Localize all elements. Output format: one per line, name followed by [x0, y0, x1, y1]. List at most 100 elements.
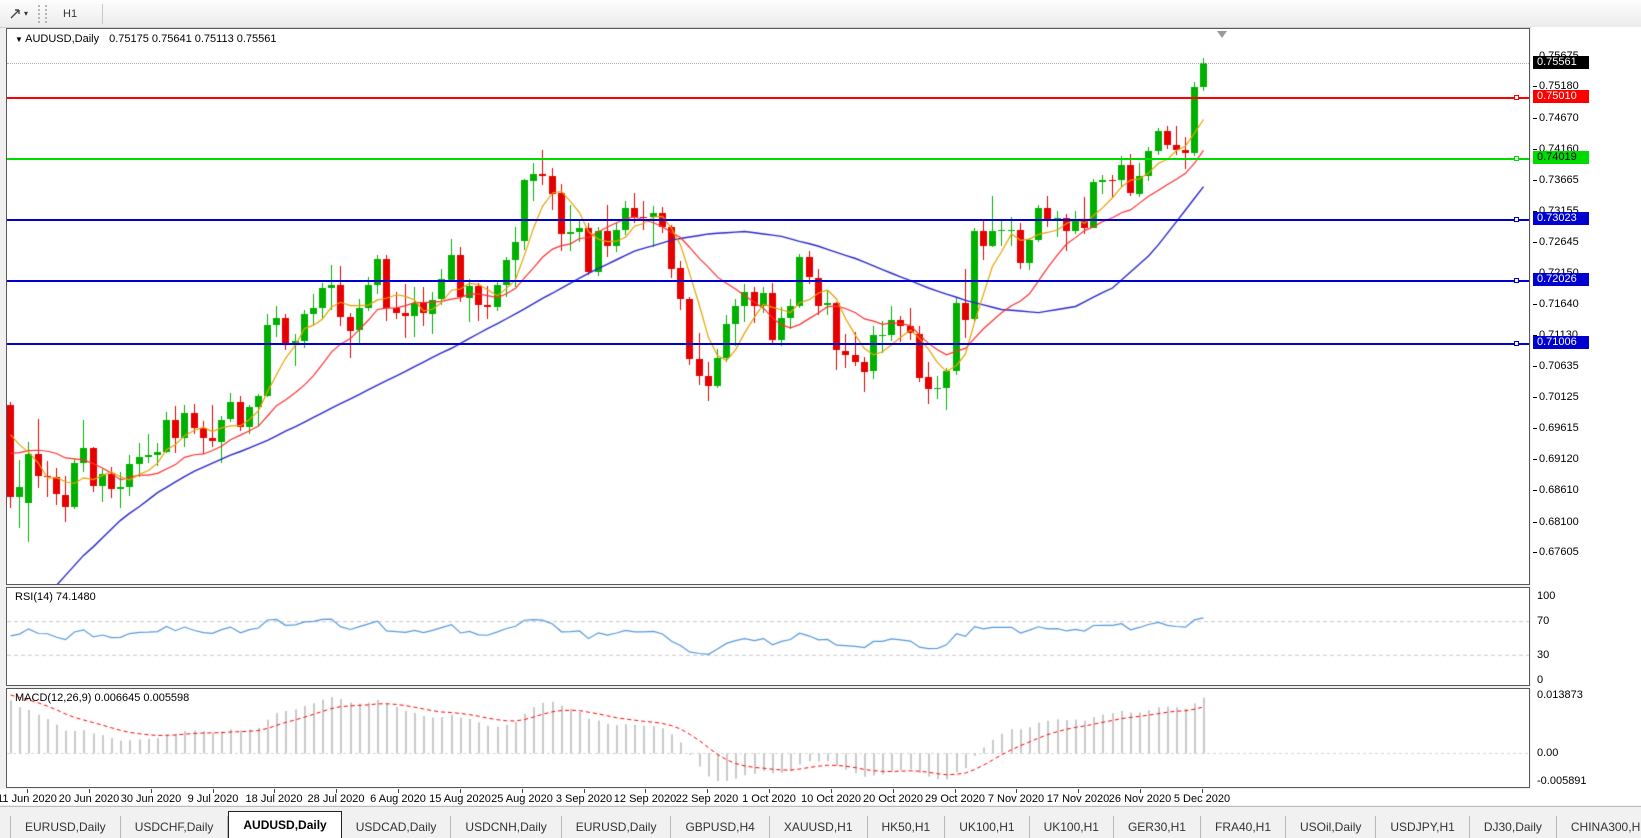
rsi-panel: RSI(14) 74.1480 — [6, 587, 1530, 686]
chart-tab-fra40-h1-12[interactable]: FRA40,H1 — [1201, 816, 1287, 838]
time-tick — [27, 789, 28, 793]
time-tick — [1078, 789, 1079, 793]
chart-tab-usoil-daily-13[interactable]: USOil,Daily — [1286, 816, 1377, 838]
axis-tick-label: 0.69120 — [1533, 453, 1579, 465]
line-handle[interactable] — [1514, 278, 1519, 283]
time-tick — [460, 789, 461, 793]
symbol-dropdown-icon[interactable]: ▼ — [15, 35, 26, 44]
macd-canvas[interactable] — [7, 689, 1529, 787]
axis-tick-label: 0.71640 — [1533, 298, 1579, 310]
line-handle[interactable] — [1514, 95, 1519, 100]
time-tick — [893, 789, 894, 793]
time-tick — [522, 789, 523, 793]
chart-tab-hk50-h1-8[interactable]: HK50,H1 — [868, 816, 946, 838]
axis-tick-label: 30 — [1537, 649, 1550, 661]
chart-tab-usdcnh-daily-4[interactable]: USDCNH,Daily — [451, 816, 562, 838]
horizontal-line-0.71006[interactable] — [7, 343, 1529, 345]
axis-tick-label: 0.72645 — [1533, 236, 1579, 248]
ohlc-values: 0.75175 0.75641 0.75113 0.75561 — [109, 33, 277, 45]
chart-tab-uk100-h1-10[interactable]: UK100,H1 — [1030, 816, 1114, 838]
axis-tick-label: 0.013873 — [1537, 689, 1583, 701]
chart-tab-audusd-daily-2[interactable]: AUDUSD,Daily — [228, 811, 342, 838]
line-handle[interactable] — [1514, 341, 1519, 346]
date-tick-label: 20 Jun 2020 — [58, 793, 120, 805]
date-tick-label: 26 Nov 2020 — [1108, 793, 1172, 805]
chart-tab-uk100-h1-9[interactable]: UK100,H1 — [945, 816, 1030, 838]
date-tick-label: 10 Oct 2020 — [801, 793, 861, 805]
price-line-badge-0.75010: 0.75010 — [1533, 90, 1589, 103]
chart-tab-usdchf-daily-1[interactable]: USDCHF,Daily — [121, 816, 229, 838]
axis-tick-label: 0 — [1537, 674, 1544, 686]
date-tick-label: 28 Jul 2020 — [307, 793, 365, 805]
toolbar: ▾ M1M5M15M30H1H4D1W1MN — [0, 0, 1641, 100]
chart-tab-eurusd-daily-5[interactable]: EURUSD,Daily — [562, 816, 672, 838]
axis-tick-label: 0.73665 — [1533, 174, 1579, 186]
horizontal-line-0.74019[interactable] — [7, 158, 1529, 160]
date-tick-label: 3 Sep 2020 — [555, 793, 613, 805]
axis-tick-label: 0.70125 — [1533, 391, 1579, 403]
date-tick-label: 17 Nov 2020 — [1046, 793, 1110, 805]
price-line-badge-0.71006: 0.71006 — [1533, 336, 1589, 349]
rsi-canvas[interactable] — [7, 588, 1529, 685]
toolbar-separator — [102, 3, 104, 24]
date-tick-label: 7 Nov 2020 — [987, 793, 1045, 805]
chart-tab-eurusd-daily-0[interactable]: EURUSD,Daily — [10, 816, 121, 838]
axis-tick-label: 70 — [1537, 615, 1550, 627]
time-tick — [398, 789, 399, 793]
macd-label: MACD(12,26,9) 0.006645 0.005598 — [15, 692, 190, 704]
cursor-tool-button[interactable]: ▾ — [4, 5, 32, 23]
axis-tick-label: 0.68610 — [1533, 484, 1579, 496]
chart-tab-xauusd-h1-7[interactable]: XAUUSD,H1 — [770, 816, 868, 838]
date-tick-label: 5 Dec 2020 — [1173, 793, 1231, 805]
horizontal-line-0.73023[interactable] — [7, 219, 1529, 221]
price-line-badge-0.73023: 0.73023 — [1533, 212, 1589, 225]
time-tick — [1016, 789, 1017, 793]
time-axis[interactable]: 11 Jun 2020 20 Jun 2020 30 Jun 2020 9 Jul 2… — [0, 789, 1641, 805]
axis-tick-label: 0.69615 — [1533, 422, 1579, 434]
horizontal-line-0.72026[interactable] — [7, 280, 1529, 282]
price-chart-panel: ▼ AUDUSD,Daily 0.75175 0.75641 0.75113 0.… — [6, 28, 1530, 585]
axis-tick-label: -0.005891 — [1537, 775, 1587, 787]
date-tick-label: 20 Oct 2020 — [863, 793, 923, 805]
axis-tick-label: 0.67605 — [1533, 546, 1579, 558]
time-tick — [707, 789, 708, 793]
axis-tick-label: 0.75180 — [1533, 80, 1579, 92]
time-tick — [955, 789, 956, 793]
toolbar-grip[interactable] — [38, 4, 48, 23]
date-tick-label: 29 Oct 2020 — [925, 793, 985, 805]
current-price-line — [7, 63, 1529, 64]
chart-title: ▼ AUDUSD,Daily 0.75175 0.75641 0.75113 0.… — [15, 33, 277, 45]
axis-tick-label: 0.68100 — [1533, 516, 1579, 528]
chart-tab-usdcad-daily-3[interactable]: USDCAD,Daily — [342, 816, 452, 838]
axis-tick-label: 100 — [1537, 590, 1556, 602]
chart-tab-ger30-h1-11[interactable]: GER30,H1 — [1114, 816, 1201, 838]
axis-tick-label: 0.74670 — [1533, 112, 1579, 124]
date-tick-label: 18 Jul 2020 — [245, 793, 303, 805]
time-tick — [1202, 789, 1203, 793]
price-chart-canvas[interactable] — [7, 29, 1529, 584]
time-tick — [584, 789, 585, 793]
chart-tab-dj30-daily-15[interactable]: DJ30,Daily — [1470, 816, 1557, 838]
price-axis[interactable]: 0.756750.751800.746700.741600.736650.731… — [1531, 27, 1641, 789]
chart-tab-china300-h1-16[interactable]: CHINA300,H1 — [1557, 816, 1641, 838]
symbol-label: AUDUSD,Daily — [25, 33, 100, 45]
chart-tab-gbpusd-h4-6[interactable]: GBPUSD,H4 — [671, 816, 770, 838]
date-tick-label: 30 Jun 2020 — [120, 793, 182, 805]
time-tick — [336, 789, 337, 793]
chart-tab-usdjpy-h1-14[interactable]: USDJPY,H1 — [1376, 816, 1470, 838]
chart-tabs: EURUSD,Daily USDCHF,Daily AUDUSD,Daily USDC… — [0, 807, 1641, 838]
date-tick-label: 25 Aug 2020 — [491, 793, 553, 805]
time-tick — [274, 789, 275, 793]
chart-shift-marker[interactable] — [1217, 31, 1227, 38]
horizontal-line-0.75010[interactable] — [7, 97, 1529, 99]
dropdown-caret-icon[interactable]: ▾ — [24, 9, 29, 18]
axis-tick-label: 0.70635 — [1533, 360, 1579, 372]
line-handle[interactable] — [1514, 217, 1519, 222]
line-handle[interactable] — [1514, 156, 1519, 161]
time-tick — [1140, 789, 1141, 793]
date-tick-label: 22 Sep 2020 — [675, 793, 739, 805]
timeframe-button-h1[interactable]: H1 — [63, 7, 78, 20]
date-tick-label: 15 Aug 2020 — [429, 793, 491, 805]
time-tick — [769, 789, 770, 793]
axis-tick-label: 0.00 — [1537, 747, 1559, 759]
